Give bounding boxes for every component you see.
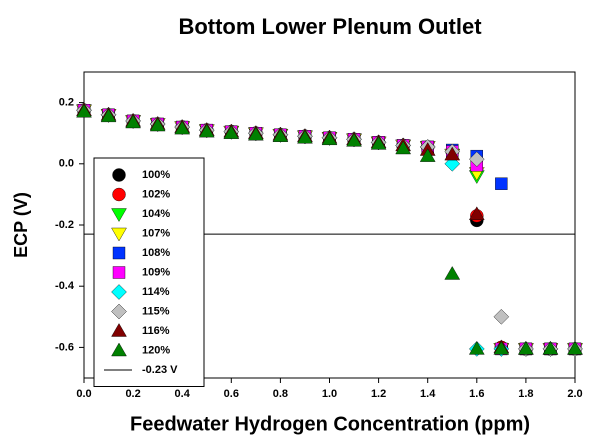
data-point bbox=[542, 341, 559, 355]
data-point bbox=[125, 114, 141, 129]
y-tick-label: -0.6 bbox=[55, 341, 74, 353]
x-tick-label: 1.6 bbox=[469, 388, 484, 400]
x-tick-label: 0.0 bbox=[76, 388, 91, 400]
data-point bbox=[100, 108, 117, 123]
legend-label: 109% bbox=[142, 266, 170, 278]
legend-label: 100% bbox=[142, 169, 170, 181]
legend-label: -0.23 V bbox=[142, 364, 178, 376]
data-point bbox=[248, 126, 264, 141]
data-point bbox=[370, 136, 387, 150]
x-tick-label: 1.2 bbox=[371, 388, 386, 400]
y-tick-label: 0.0 bbox=[59, 158, 74, 170]
legend-label: 104% bbox=[142, 208, 170, 220]
legend-label: 115% bbox=[142, 305, 170, 317]
x-tick-label: 1.0 bbox=[322, 388, 337, 400]
x-tick-label: 2.0 bbox=[567, 388, 582, 400]
x-axis-label: Feedwater Hydrogen Concentration (ppm) bbox=[130, 413, 530, 435]
x-tick-label: 0.2 bbox=[125, 388, 140, 400]
legend-marker bbox=[111, 342, 127, 357]
legend-marker bbox=[111, 208, 127, 222]
legend-marker bbox=[111, 227, 127, 242]
legend-marker bbox=[112, 246, 126, 260]
data-point bbox=[395, 140, 411, 155]
data-point bbox=[198, 123, 215, 138]
data-point bbox=[468, 206, 485, 220]
legend-marker bbox=[111, 303, 127, 320]
data-point bbox=[321, 131, 338, 146]
data-point bbox=[149, 117, 166, 132]
y-axis-label: ECP (V) bbox=[11, 192, 31, 258]
data-point bbox=[468, 341, 485, 355]
legend-box bbox=[93, 157, 205, 387]
x-tick-label: 0.4 bbox=[175, 388, 191, 400]
data-point bbox=[76, 103, 92, 118]
chart-title: Bottom Lower Plenum Outlet bbox=[178, 14, 482, 39]
data-point bbox=[493, 341, 510, 355]
legend-label: 114% bbox=[142, 286, 170, 298]
y-tick-label: 0.2 bbox=[59, 97, 74, 109]
data-point bbox=[444, 146, 461, 161]
legend-marker bbox=[111, 284, 127, 300]
data-point bbox=[419, 148, 436, 162]
legend-label: 116% bbox=[142, 325, 170, 337]
legend-marker bbox=[112, 168, 126, 182]
data-point bbox=[444, 266, 461, 280]
data-point bbox=[495, 177, 508, 190]
x-tick-label: 1.8 bbox=[518, 388, 533, 400]
legend-label: 108% bbox=[142, 247, 170, 259]
data-point bbox=[469, 151, 485, 167]
legend-marker bbox=[112, 187, 126, 202]
legend-label: 107% bbox=[142, 227, 170, 239]
data-point bbox=[223, 125, 240, 139]
legend-marker bbox=[111, 323, 127, 337]
legend-label: 102% bbox=[142, 188, 170, 200]
y-tick-label: -0.4 bbox=[55, 280, 75, 292]
x-tick-label: 0.6 bbox=[224, 388, 239, 400]
data-point bbox=[567, 341, 583, 355]
data-point bbox=[174, 120, 191, 135]
legend-marker bbox=[112, 266, 126, 279]
data-point bbox=[272, 128, 289, 142]
data-point bbox=[518, 341, 534, 355]
x-tick-label: 1.4 bbox=[420, 388, 436, 400]
x-tick-label: 0.8 bbox=[273, 388, 288, 400]
y-tick-label: -0.2 bbox=[55, 219, 74, 231]
data-point bbox=[346, 132, 362, 147]
legend-label: 120% bbox=[142, 344, 170, 356]
data-point bbox=[493, 309, 510, 325]
data-point bbox=[297, 129, 313, 144]
